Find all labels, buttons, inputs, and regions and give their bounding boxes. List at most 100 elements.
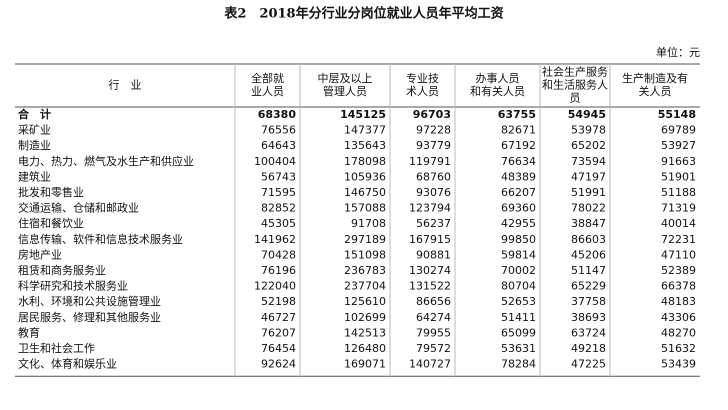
cell: 92624 <box>261 358 296 371</box>
row-label: 交通运输、仓储和邮政业 <box>18 201 139 215</box>
column-header: 专业技 <box>406 71 439 85</box>
cell: 48270 <box>661 326 696 339</box>
cell: 65229 <box>571 280 606 293</box>
cell: 64643 <box>261 139 296 152</box>
cell: 105936 <box>344 170 386 183</box>
column-header: 和有关人员 <box>470 84 525 98</box>
row-label: 批发和零售业 <box>18 185 84 199</box>
cell: 53978 <box>571 124 606 137</box>
cell: 96703 <box>413 108 451 121</box>
cell: 178098 <box>344 155 386 168</box>
cell: 40014 <box>661 217 696 230</box>
row-label: 居民服务、修理和其他服务业 <box>18 310 161 324</box>
cell: 93779 <box>416 139 451 152</box>
cell: 65202 <box>571 139 606 152</box>
cell: 55148 <box>658 108 696 121</box>
cell: 119791 <box>409 155 451 168</box>
column-header: 办事人员 <box>476 72 520 85</box>
cell: 65099 <box>501 326 536 339</box>
column-header: 术人员 <box>406 85 439 98</box>
cell: 47110 <box>661 248 696 261</box>
cell: 38847 <box>571 217 606 230</box>
row-label: 电力、热力、燃气及水生产和供应业 <box>18 154 194 168</box>
cell: 56237 <box>416 217 451 230</box>
cell: 79572 <box>416 342 451 355</box>
cell: 53439 <box>661 358 696 371</box>
cell: 102699 <box>344 311 386 324</box>
cell: 68380 <box>258 108 297 121</box>
cell: 91708 <box>351 217 386 230</box>
cell: 135643 <box>344 139 386 152</box>
cell: 42955 <box>501 217 536 230</box>
cell: 38693 <box>571 311 606 324</box>
cell: 72231 <box>661 233 696 246</box>
cell: 70428 <box>261 248 296 261</box>
row-label: 租赁和商务服务业 <box>18 263 106 277</box>
cell: 69360 <box>501 202 536 215</box>
cell: 130274 <box>409 264 451 277</box>
cell: 63755 <box>498 108 536 121</box>
cell: 47197 <box>571 170 606 183</box>
cell: 151098 <box>344 248 386 261</box>
cell: 71595 <box>261 186 296 199</box>
cell: 37758 <box>571 295 606 308</box>
cell: 122040 <box>254 280 296 293</box>
cell: 97228 <box>416 124 451 137</box>
cell: 71319 <box>661 202 696 215</box>
row-label: 建筑业 <box>18 169 51 183</box>
column-header: 社会生产服务 <box>542 65 608 79</box>
cell: 140727 <box>409 358 451 371</box>
column-header: 关人员 <box>639 84 672 98</box>
cell: 78022 <box>571 202 606 215</box>
column-header: 生产制造及有 <box>622 71 688 85</box>
unit: 单位：元 <box>656 45 700 59</box>
cell: 131522 <box>409 280 451 293</box>
row-label: 文化、体育和娱乐业 <box>18 357 117 371</box>
row-label: 采矿业 <box>18 124 51 137</box>
cell: 52389 <box>661 264 696 277</box>
cell: 67192 <box>501 139 536 152</box>
cell: 68760 <box>416 170 451 183</box>
cell: 53927 <box>661 139 696 152</box>
cell: 141962 <box>254 233 296 246</box>
cell: 78284 <box>501 358 536 371</box>
cell: 47225 <box>571 358 606 371</box>
cell: 82671 <box>501 124 536 137</box>
row-label: 信息传输、软件和信息技术服务业 <box>18 232 183 246</box>
cell: 99850 <box>501 233 536 246</box>
cell: 46727 <box>261 311 296 324</box>
cell: 236783 <box>344 264 386 277</box>
cell: 86603 <box>571 233 606 246</box>
cell: 51901 <box>661 170 696 183</box>
cell: 43306 <box>661 311 696 324</box>
column-header: 行 业 <box>109 79 142 92</box>
cell: 237704 <box>344 280 386 293</box>
cell: 91663 <box>661 155 696 168</box>
cell: 157088 <box>344 202 386 215</box>
cell: 145125 <box>340 108 386 121</box>
cell: 66378 <box>661 280 696 293</box>
cell: 51147 <box>571 264 606 277</box>
cell: 167915 <box>409 233 451 246</box>
column-header: 员 <box>570 92 581 105</box>
row-label: 合 计 <box>18 107 51 121</box>
column-header: 中层及以上 <box>318 72 373 85</box>
row-label: 住宿和餐饮业 <box>18 216 84 230</box>
cell: 126480 <box>344 342 386 355</box>
cell: 73594 <box>571 155 606 168</box>
cell: 56743 <box>261 170 296 183</box>
cell: 66207 <box>501 186 536 199</box>
column-header: 管理人员 <box>323 84 367 98</box>
column-header: 业人员 <box>251 85 284 98</box>
cell: 146750 <box>344 186 386 199</box>
cell: 51411 <box>501 311 536 324</box>
cell: 45305 <box>261 217 296 230</box>
row-label: 卫生和社会工作 <box>18 341 95 355</box>
column-header: 和生活服务人 <box>542 78 608 92</box>
cell: 45206 <box>571 248 606 261</box>
cell: 297189 <box>344 233 386 246</box>
cell: 52198 <box>261 295 296 308</box>
cell: 76207 <box>261 326 296 339</box>
cell: 79955 <box>416 326 451 339</box>
